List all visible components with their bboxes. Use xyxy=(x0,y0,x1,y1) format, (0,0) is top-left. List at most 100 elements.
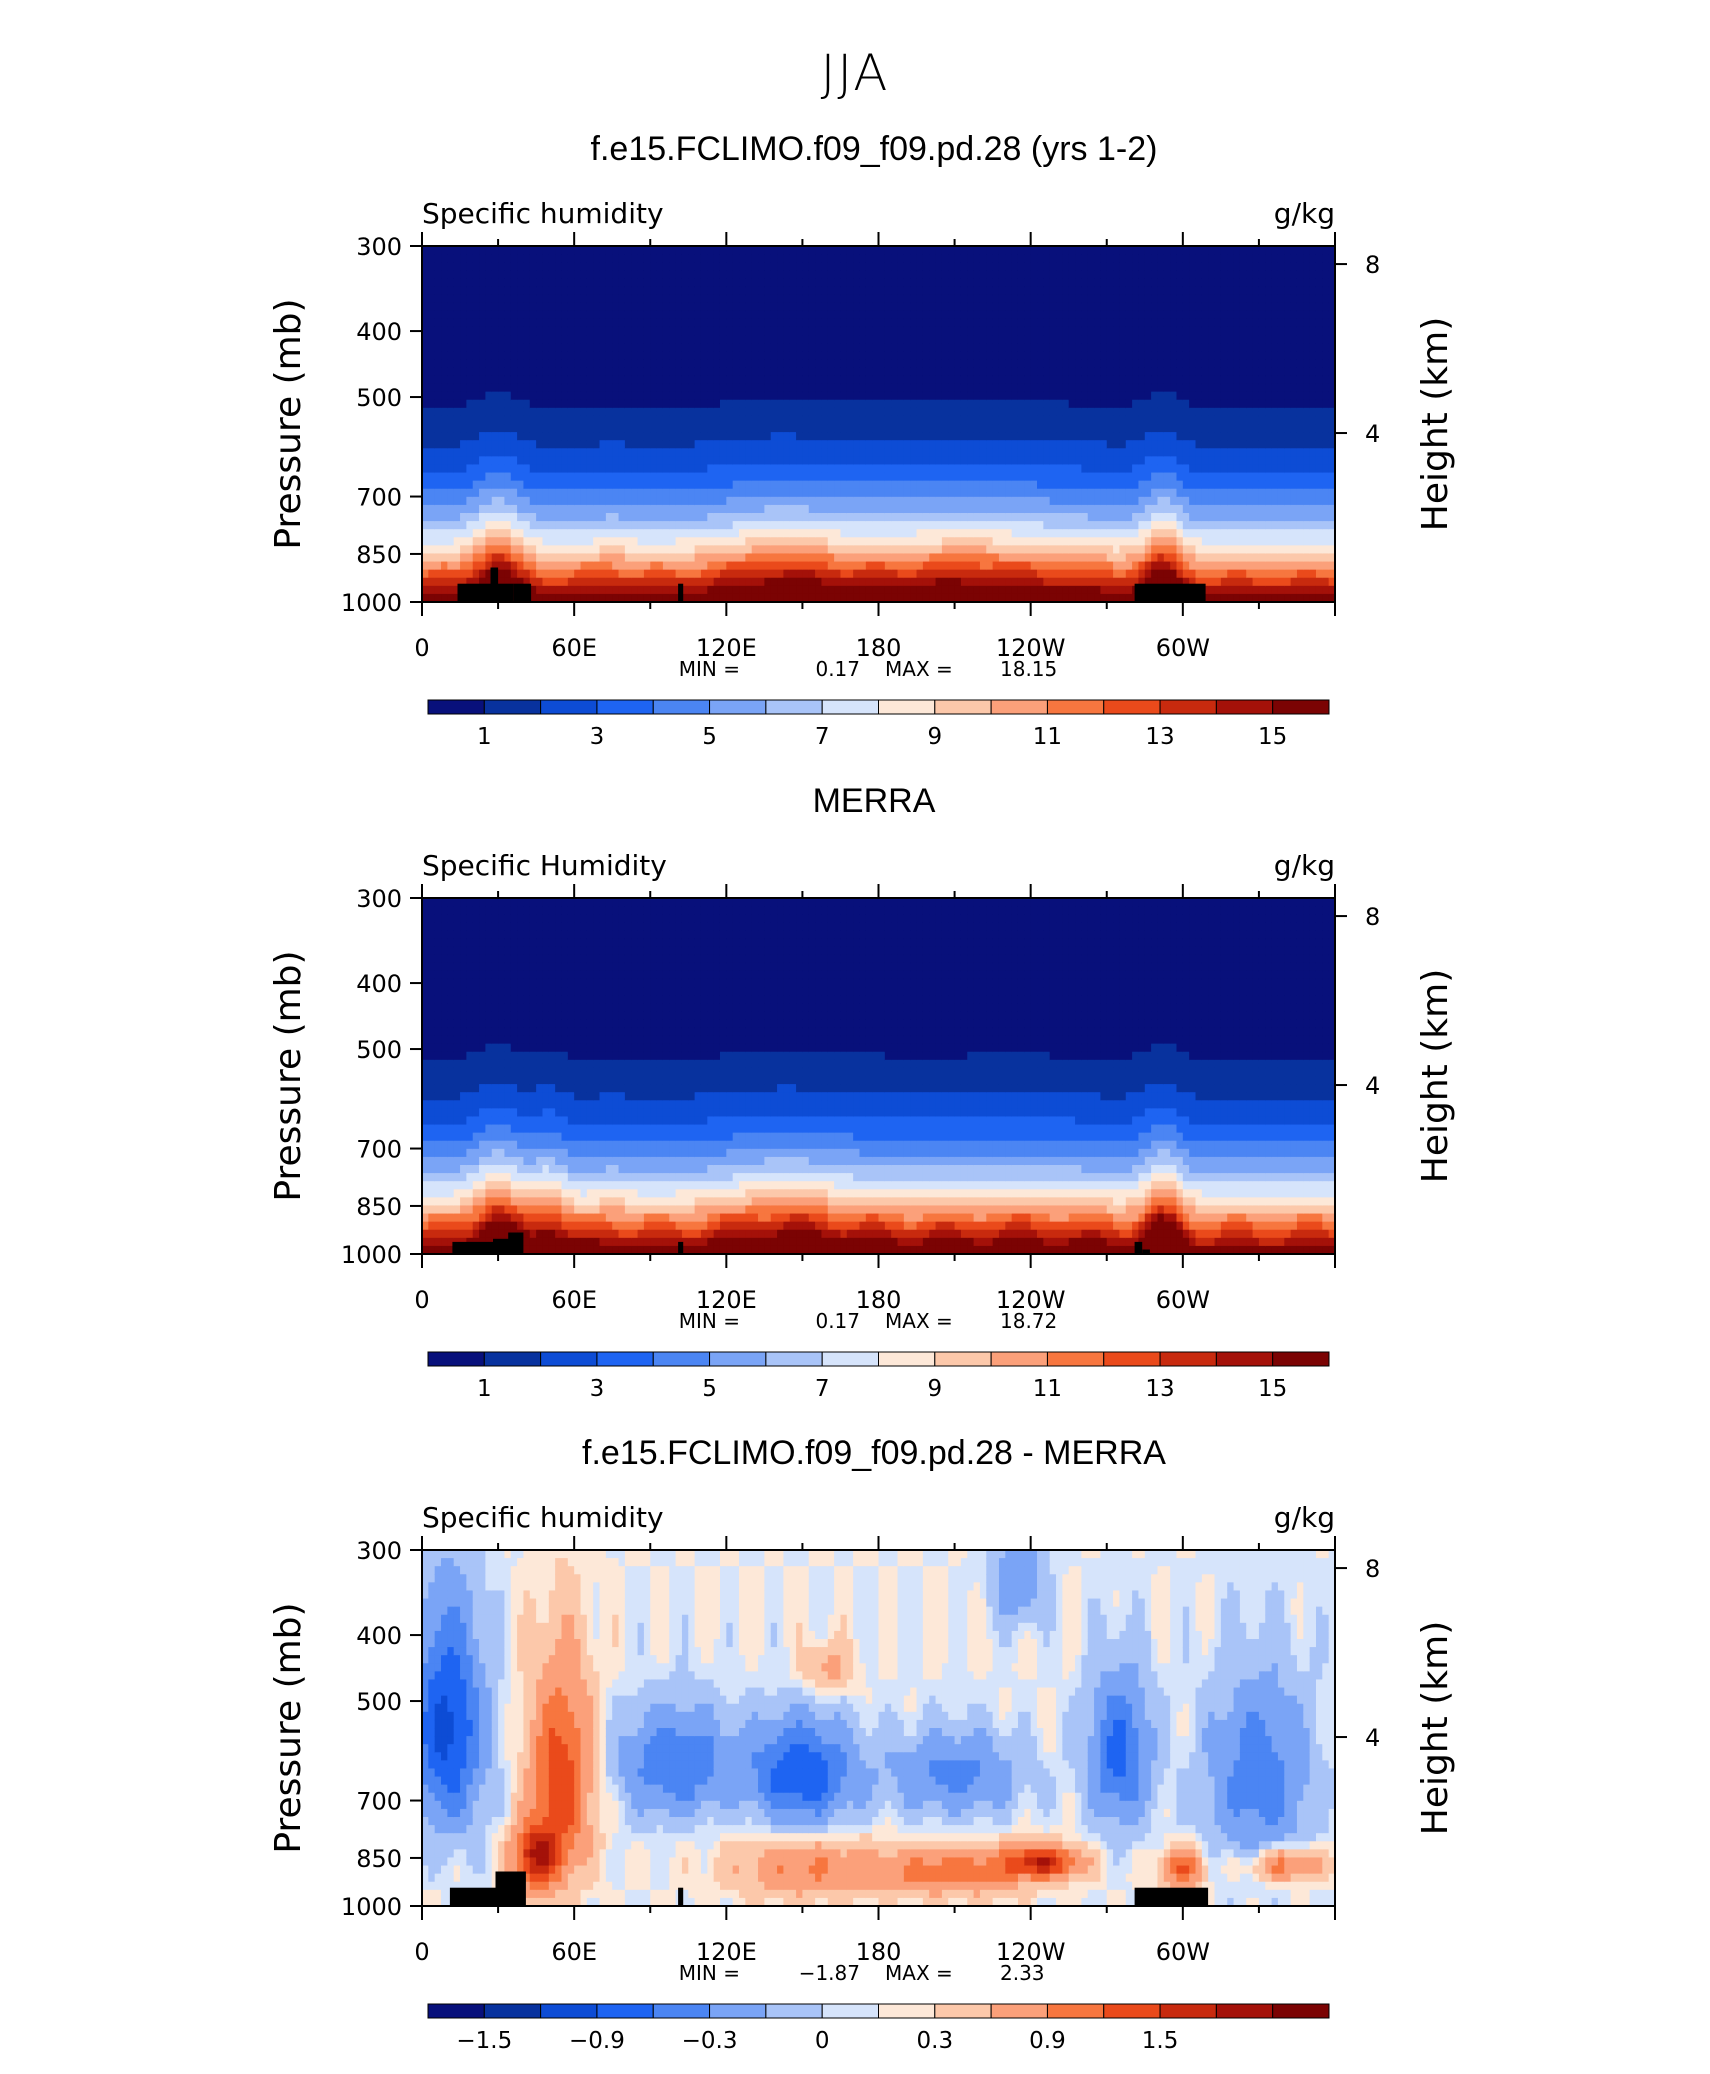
contour-cell xyxy=(739,391,746,401)
contour-cell xyxy=(447,286,455,296)
contour-cell xyxy=(694,399,702,409)
contour-cell xyxy=(1030,286,1038,296)
contour-cell xyxy=(1075,432,1082,441)
contour-cell xyxy=(485,294,493,304)
contour-cell xyxy=(739,448,746,457)
contour-cell xyxy=(434,318,442,328)
contour-cell xyxy=(979,569,987,579)
contour-cell xyxy=(910,529,918,538)
contour-cell xyxy=(479,407,486,417)
contour-cell xyxy=(529,513,537,522)
contour-cell xyxy=(1062,294,1070,304)
contour-cell xyxy=(485,335,493,344)
contour-cell xyxy=(910,553,918,563)
contour-cell xyxy=(1081,521,1089,530)
contour-cell xyxy=(504,262,512,271)
contour-cell xyxy=(986,424,994,433)
contour-cell xyxy=(422,577,429,587)
contour-cell xyxy=(821,553,829,563)
contour-cell xyxy=(491,383,499,393)
contour-cell xyxy=(1087,391,1095,401)
contour-cell xyxy=(719,488,727,498)
contour-cell xyxy=(1030,537,1038,546)
contour-cell xyxy=(929,294,937,304)
contour-cell xyxy=(834,521,842,530)
contour-cell xyxy=(529,375,537,385)
contour-cell xyxy=(789,577,797,587)
contour-cell xyxy=(1030,448,1038,457)
contour-cell xyxy=(1068,480,1076,490)
contour-cell xyxy=(903,383,911,393)
contour-cell xyxy=(1037,440,1044,449)
contour-cell xyxy=(681,488,689,498)
contour-cell xyxy=(485,521,493,530)
contour-cell xyxy=(662,415,670,425)
contour-cell xyxy=(770,553,778,563)
contour-cell xyxy=(618,302,626,312)
contour-cell xyxy=(580,407,588,417)
contour-cell xyxy=(681,545,689,555)
contour-cell xyxy=(694,343,702,352)
contour-cell xyxy=(453,407,461,417)
contour-cell xyxy=(758,593,765,603)
contour-cell xyxy=(700,432,708,441)
contour-cell xyxy=(1062,262,1070,271)
contour-cell xyxy=(485,415,493,425)
contour-cell xyxy=(827,593,835,603)
contour-cell xyxy=(574,335,582,344)
contour-cell xyxy=(872,302,880,312)
contour-cell xyxy=(447,359,455,368)
contour-cell xyxy=(967,246,975,255)
contour-cell xyxy=(846,496,854,506)
contour-cell xyxy=(434,529,442,538)
contour-cell xyxy=(612,577,620,587)
contour-cell xyxy=(777,496,784,506)
contour-cell xyxy=(618,488,626,498)
contour-cell xyxy=(732,383,740,393)
contour-cell xyxy=(865,278,873,288)
contour-cell xyxy=(1125,480,1133,490)
contour-cell xyxy=(859,585,867,595)
contour-cell xyxy=(656,302,664,312)
contour-cell xyxy=(732,521,740,530)
contour-cell xyxy=(986,351,994,360)
contour-cell xyxy=(1094,286,1102,296)
contour-cell xyxy=(846,577,854,587)
contour-cell xyxy=(700,359,708,368)
contour-cell xyxy=(472,448,480,457)
contour-cell xyxy=(567,407,575,417)
contour-cell xyxy=(891,270,899,279)
contour-cell xyxy=(758,278,765,288)
contour-cell xyxy=(485,270,493,279)
contour-cell xyxy=(434,310,442,320)
contour-cell xyxy=(1106,359,1114,368)
contour-cell xyxy=(1024,407,1032,417)
contour-cell xyxy=(865,326,873,336)
contour-cell xyxy=(694,448,702,457)
contour-cell xyxy=(491,294,499,304)
contour-cell xyxy=(1075,569,1082,579)
contour-cell xyxy=(846,262,854,271)
contour-cell xyxy=(434,521,442,530)
contour-cell xyxy=(460,399,467,409)
contour-cell xyxy=(758,553,765,563)
contour-cell xyxy=(1119,415,1127,425)
contour-cell xyxy=(1030,424,1038,433)
contour-cell xyxy=(1062,593,1070,603)
contour-cell xyxy=(631,593,639,603)
contour-cell xyxy=(441,407,448,417)
contour-cell xyxy=(466,278,474,288)
contour-cell xyxy=(605,359,613,368)
contour-cell xyxy=(764,359,772,368)
contour-cell xyxy=(802,529,810,538)
contour-cell xyxy=(1068,529,1076,538)
contour-cell xyxy=(878,254,886,263)
contour-cell xyxy=(574,294,582,304)
contour-cell xyxy=(612,432,620,441)
contour-cell xyxy=(669,521,677,530)
contour-cell xyxy=(878,326,886,336)
contour-cell xyxy=(491,456,499,466)
contour-cell xyxy=(1081,343,1089,352)
contour-cell xyxy=(561,302,569,312)
contour-cell xyxy=(1011,415,1019,425)
